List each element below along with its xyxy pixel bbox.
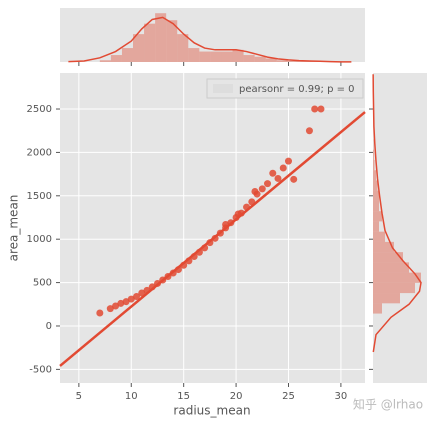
point (280, 165, 287, 172)
histogram-bar (221, 52, 232, 62)
y-tick-label: 1000 (27, 234, 52, 245)
histogram-bar (373, 232, 385, 242)
histogram-bar (233, 50, 244, 62)
x-tick-label: 15 (177, 391, 190, 402)
histogram-bar (122, 48, 133, 62)
histogram-bar (144, 24, 155, 62)
histogram-bar (373, 170, 376, 180)
histogram-bar (373, 191, 379, 201)
y-tick-label: -500 (29, 364, 52, 375)
histogram-bar (255, 57, 266, 62)
legend-marker (213, 84, 233, 93)
histogram-bar (373, 252, 403, 262)
point (264, 180, 271, 187)
x-tick-label: 20 (230, 391, 243, 402)
x-tick-label: 5 (76, 391, 82, 402)
histogram-bar (373, 211, 382, 221)
x-axis-label: radius_mean (173, 404, 250, 418)
histogram-bar (373, 293, 400, 303)
point (96, 309, 103, 316)
x-tick-label: 10 (125, 391, 138, 402)
histogram-bar (373, 262, 409, 272)
y-tick-label: 2500 (27, 104, 52, 115)
histogram-bar (155, 13, 166, 62)
point (251, 188, 258, 195)
point (269, 170, 276, 177)
y-tick-label: 1500 (27, 191, 52, 202)
histogram-bar (210, 52, 221, 62)
histogram-bar (199, 52, 210, 62)
histogram-bar (373, 150, 374, 160)
legend-text: pearsonr = 0.99; p = 0 (239, 84, 355, 95)
y-axis-label: area_mean (7, 195, 21, 262)
watermark: 知乎 @lrhao (353, 398, 423, 412)
point (285, 158, 292, 165)
histogram-bar (244, 55, 255, 62)
histogram-bar (373, 273, 421, 283)
histogram-bar (373, 160, 375, 170)
histogram-bar (177, 34, 188, 62)
histogram-bar (373, 283, 415, 293)
y-tick-label: 0 (46, 321, 52, 332)
histogram-bar (373, 303, 382, 313)
y-tick-label: 2000 (27, 147, 52, 158)
histogram-bar (373, 201, 379, 211)
histogram-bar (111, 55, 122, 62)
histogram-bar (133, 34, 144, 62)
x-tick-label: 25 (282, 391, 295, 402)
right-marginal-area (373, 73, 427, 383)
point (259, 185, 266, 192)
point (290, 176, 297, 183)
point (306, 127, 313, 134)
histogram-bar (188, 48, 199, 62)
histogram-bar (373, 180, 378, 190)
plot-area (60, 73, 365, 383)
point (317, 106, 324, 113)
histogram-bar (373, 221, 379, 231)
histogram-bar (277, 60, 288, 62)
point (311, 106, 318, 113)
y-tick-label: 500 (33, 278, 52, 289)
x-tick-label: 30 (335, 391, 348, 402)
histogram-bar (100, 60, 111, 62)
